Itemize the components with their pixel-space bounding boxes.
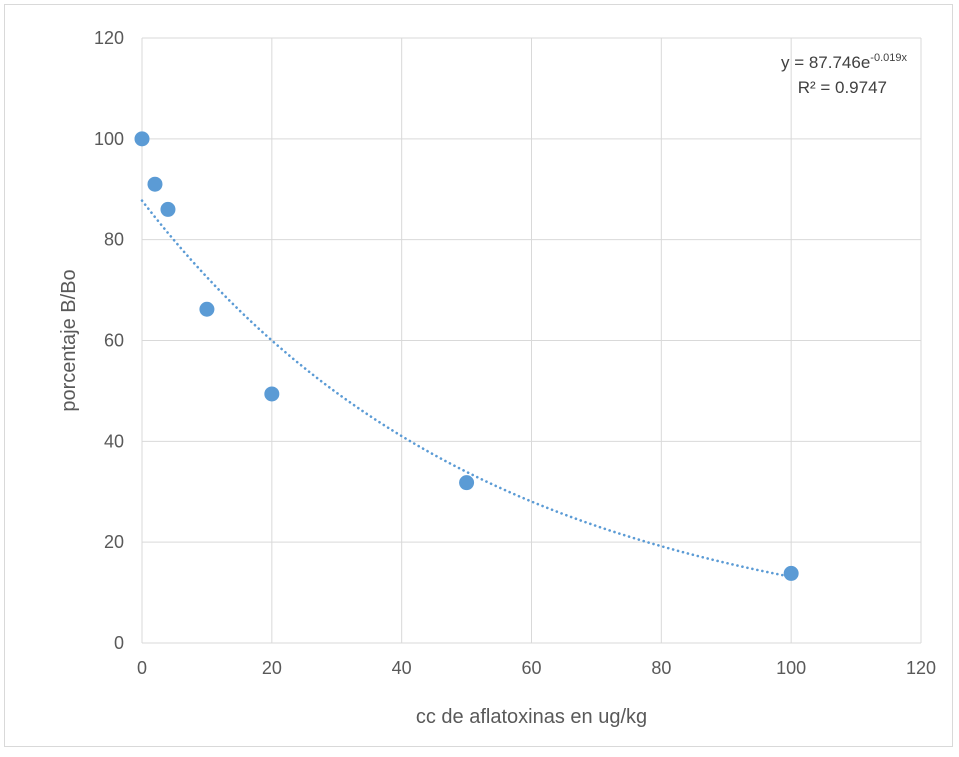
data-point: [160, 201, 176, 217]
x-tick-label: 100: [776, 658, 806, 678]
data-point: [783, 565, 799, 581]
y-axis-title: porcentaje B/Bo: [58, 269, 80, 411]
data-points: [134, 131, 799, 581]
x-axis-title: cc de aflatoxinas en ug/kg: [416, 706, 647, 728]
trendline-equation: y = 87.746e-0.019x: [781, 52, 908, 72]
trendline-equation-exponent: -0.019x: [870, 52, 907, 64]
trendline: [140, 199, 793, 579]
y-tick-label: 80: [104, 230, 124, 250]
y-tick-label: 100: [94, 129, 124, 149]
chart-frame: 0 20 40 60 80 100 120 0 20 40 60 80 100 120 cc de afl…: [4, 4, 953, 747]
x-tick-label: 40: [392, 658, 412, 678]
trendline-r-squared: R² = 0.9747: [798, 78, 887, 97]
data-point: [264, 386, 280, 402]
data-point: [147, 176, 163, 192]
trendline-layer: [140, 199, 793, 579]
tick-labels: 0 20 40 60 80 100 120 0 20 40 60 80 100 120: [94, 28, 936, 678]
y-tick-label: 0: [114, 633, 124, 653]
y-tick-label: 60: [104, 331, 124, 351]
x-tick-label: 120: [906, 658, 936, 678]
y-tick-label: 120: [94, 28, 124, 48]
x-tick-label: 80: [651, 658, 671, 678]
data-point: [199, 301, 215, 317]
grid-layer: [141, 37, 922, 644]
trendline-equation-base: y = 87.746e: [781, 53, 870, 72]
data-point: [134, 131, 150, 147]
data-point: [459, 475, 475, 491]
x-tick-label: 0: [137, 658, 147, 678]
y-tick-label: 20: [104, 532, 124, 552]
x-tick-label: 60: [521, 658, 541, 678]
x-tick-label: 20: [262, 658, 282, 678]
y-tick-label: 40: [104, 431, 124, 451]
scatter-chart: 0 20 40 60 80 100 120 0 20 40 60 80 100 120 cc de afl…: [58, 28, 936, 728]
